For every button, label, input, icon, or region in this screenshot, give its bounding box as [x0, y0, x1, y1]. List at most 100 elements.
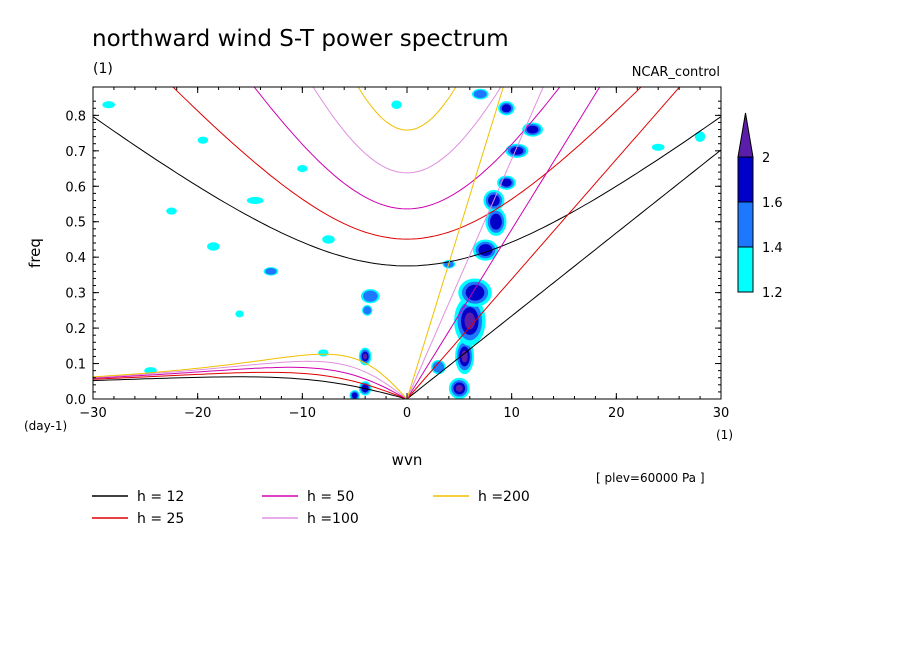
contour-blob-8 — [505, 143, 529, 158]
colorbar-extend-arrow — [737, 112, 754, 158]
kelvin-curve-h25 — [406, 87, 681, 399]
kelvin-curve-h200 — [406, 87, 504, 399]
contour-blob-15 — [360, 289, 380, 304]
legend-item-h100: h =100 — [262, 511, 359, 527]
contour-blob-32 — [235, 310, 244, 318]
chart-subtitle-right: NCAR_control — [632, 65, 720, 80]
colorbar-tick-label: 2 — [762, 151, 770, 166]
contour-blob-1 — [455, 338, 474, 375]
x-tick-label: 30 — [713, 406, 730, 421]
contour-fill-level-0 — [166, 207, 177, 215]
rossby-curve-h25 — [93, 371, 408, 399]
legend-label: h =200 — [478, 489, 530, 505]
contour-fill-level-1 — [363, 306, 372, 315]
contour-fill-level-0 — [322, 235, 335, 244]
kelvin-curve-h50 — [406, 87, 601, 399]
ig-curve-h100 — [312, 87, 502, 174]
contour-fill-level-0 — [651, 143, 665, 151]
contour-fill-level-0 — [102, 101, 115, 109]
contour-fill-level-3 — [461, 350, 468, 363]
contour-blob-17 — [263, 267, 279, 276]
legend-item-h200: h =200 — [433, 489, 530, 505]
contour-fill-level-1 — [265, 268, 277, 275]
y-tick-label: 0.8 — [65, 109, 86, 124]
legend-item-h25: h = 25 — [92, 511, 184, 527]
y-tick-label: 0.5 — [65, 216, 86, 231]
contour-blob-14 — [349, 390, 360, 399]
colorbar-tick-label: 1.2 — [762, 286, 783, 301]
contour-blob-22 — [102, 101, 115, 109]
contour-fill-level-2 — [510, 146, 524, 155]
contour-fill-level-0 — [207, 242, 220, 251]
contour-fill-level-2 — [465, 284, 485, 301]
x-axis-label: wvn — [392, 451, 423, 469]
ig-curve-h25 — [172, 87, 642, 240]
colorbar: 1.2 1.4 1.6 2 — [737, 112, 783, 301]
contour-fill-level-2 — [501, 104, 512, 113]
contour-blob-11 — [471, 88, 489, 100]
contour-fill-level-1 — [473, 89, 487, 99]
chart-title: northward wind S-T power spectrum — [92, 26, 509, 52]
rossby-curve-h200 — [93, 353, 408, 399]
legend-label: h =100 — [307, 511, 359, 527]
rossby-curve-h100 — [93, 360, 408, 399]
contour-fill-level-3 — [362, 353, 368, 360]
y-tick-label: 0.3 — [65, 287, 86, 302]
chart-subtitle-left: (1) — [93, 61, 113, 77]
colorbar-tick-label: 1.4 — [762, 241, 783, 256]
contour-fill-level-1 — [432, 361, 445, 373]
x-tick-label: −10 — [289, 406, 316, 421]
contour-blob-10 — [498, 101, 515, 116]
contour-blob-12 — [358, 347, 372, 366]
colorbar-tick-label: 1.6 — [762, 196, 783, 211]
legend-item-h50: h = 50 — [262, 489, 354, 505]
contour-blob-25 — [391, 100, 402, 109]
legend-label: h = 25 — [137, 511, 184, 527]
contour-blob-19 — [207, 242, 220, 251]
contour-blob-31 — [297, 165, 308, 173]
contour-blob-23 — [197, 136, 209, 144]
x-tick-label: 10 — [503, 406, 520, 421]
x-unit-label: (1) — [716, 428, 733, 442]
colorbar-segment-1 — [737, 201, 754, 248]
ig-curve-h12 — [93, 116, 721, 267]
colorbar-segment-2 — [737, 156, 754, 203]
contour-fill-level-0 — [318, 349, 329, 357]
colorbar-segment-0 — [737, 246, 754, 293]
x-tick-label: 20 — [608, 406, 625, 421]
contour-blob-0 — [448, 377, 470, 399]
contour-fill-level-0 — [694, 131, 706, 142]
contour-blob-28 — [694, 131, 706, 142]
legend-label: h = 50 — [307, 489, 354, 505]
contour-blob-3 — [458, 278, 492, 307]
contour-fill-level-3 — [455, 384, 463, 392]
plot-frame — [92, 86, 722, 400]
rossby-curve-h12 — [93, 376, 408, 399]
contour-fill-level-2 — [351, 392, 358, 399]
axis-tick-layer: −30 −20 −10 0 10 20 30 0.0 0.1 0.2 0.3 0.4 0.5 0.6 0.7… — [65, 87, 729, 421]
contour-fill-level-2 — [490, 213, 502, 230]
contour-blob-26 — [431, 360, 446, 375]
contour-fill-level-0 — [246, 196, 264, 204]
legend-item-h12: h = 12 — [92, 489, 184, 505]
y-tick-label: 0.7 — [65, 145, 86, 160]
contour-blob-5 — [485, 207, 507, 236]
contour-fill-level-0 — [391, 100, 402, 109]
y-tick-label: 0.6 — [65, 180, 86, 195]
contour-fill-level-2 — [501, 178, 512, 187]
legend: h = 12 h = 25 h = 50 h =100 h =200 — [92, 489, 530, 527]
rossby-curve-h50 — [93, 366, 408, 399]
contour-blob-16 — [361, 305, 373, 316]
contour-fill-level-1 — [363, 290, 378, 302]
ig-curve-h50 — [253, 87, 561, 210]
contour-fill-level-2 — [526, 125, 539, 134]
kelvin-curve-h100 — [406, 87, 544, 399]
y-tick-label: 0.0 — [65, 393, 86, 408]
y-tick-label: 0.4 — [65, 251, 86, 266]
y-tick-label: 0.2 — [65, 322, 86, 337]
contour-layer — [102, 88, 706, 399]
contour-fill-level-0 — [197, 136, 209, 144]
x-tick-label: −30 — [79, 406, 106, 421]
contour-blob-20 — [166, 207, 177, 215]
